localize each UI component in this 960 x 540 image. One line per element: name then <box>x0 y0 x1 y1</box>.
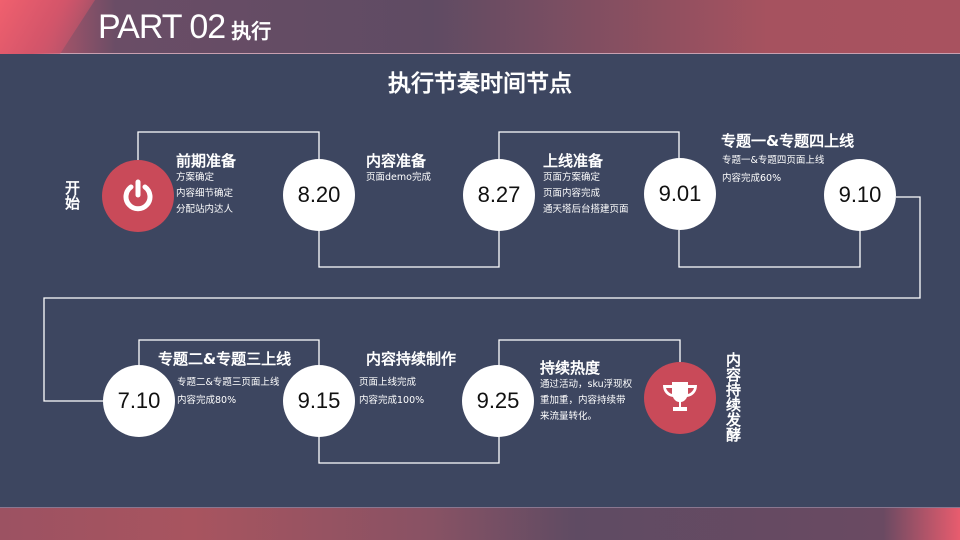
start-node <box>102 160 174 232</box>
trophy-icon <box>663 382 697 411</box>
milestone-title: 内容准备 <box>366 152 427 170</box>
detail-line: 来流量转化。 <box>540 411 598 422</box>
date-node: 9.25 <box>462 365 534 437</box>
detail-line: 重加重，内容持续带 <box>540 395 626 406</box>
connector <box>498 339 681 366</box>
milestone-title: 专题二&专题三上线 <box>158 350 292 368</box>
footer-banner <box>0 507 960 540</box>
end-node <box>644 362 716 434</box>
detail-line: 页面内容完成 <box>543 188 601 199</box>
date-node: 8.20 <box>283 159 355 231</box>
header-banner: PART 02 执行 <box>0 0 960 54</box>
section-title: 执行节奏时间节点 <box>388 71 572 97</box>
milestone-title: 前期准备 <box>176 152 237 170</box>
milestone-details: 通过活动，sku浮现权 重加重，内容持续带 来流量转化。 <box>540 377 632 425</box>
detail-line: 内容完成80% <box>177 395 237 406</box>
power-icon <box>123 179 153 212</box>
date-node: 9.01 <box>644 158 716 230</box>
milestone-details: 专题二&专题三页面上线 内容完成80% <box>177 374 279 410</box>
detail-line: 页面上线完成 <box>359 377 417 388</box>
milestone-title: 持续热度 <box>540 359 601 377</box>
title-zh: 执行 <box>231 21 272 43</box>
milestone-title: 专题一&专题四上线 <box>721 132 855 150</box>
connector <box>137 131 320 160</box>
date-node: 9.15 <box>283 365 355 437</box>
connector <box>678 230 861 268</box>
milestone-title: 上线准备 <box>543 152 604 170</box>
detail-line: 内容细节确定 <box>176 188 234 199</box>
title-text: PART 02 <box>98 8 226 46</box>
connector <box>498 131 680 160</box>
date-node: 7.10 <box>103 365 175 437</box>
milestone-details: 方案确定 内容细节确定 分配站内达人 <box>176 170 233 218</box>
detail-line: 内容完成60% <box>722 173 782 184</box>
detail-line: 专题一&专题四页面上线 <box>722 155 825 166</box>
milestone-title: 内容持续制作 <box>366 350 457 368</box>
detail-line: 内容完成100% <box>359 395 425 406</box>
page-title: PART 02 执行 <box>98 8 271 47</box>
milestone-details: 专题一&专题四页面上线 内容完成60% <box>722 152 824 188</box>
milestone-details: 页面上线完成 内容完成100% <box>359 374 424 410</box>
connector <box>318 436 500 464</box>
detail-line: 通天塔后台搭建页面 <box>543 204 629 215</box>
milestone-details: 页面方案确定 页面内容完成 通天塔后台搭建页面 <box>543 170 629 218</box>
date-node: 9.10 <box>824 159 896 231</box>
end-label: 内容持续发酵 <box>724 352 742 442</box>
detail-line: 页面方案确定 <box>543 172 601 183</box>
connector <box>318 230 500 268</box>
detail-line: 通过活动，sku浮现权 <box>540 379 633 390</box>
detail-line: 页面demo完成 <box>366 172 431 183</box>
start-label: 开始 <box>63 180 81 210</box>
connector <box>43 196 921 402</box>
detail-line: 分配站内达人 <box>176 204 234 215</box>
connector <box>138 339 320 366</box>
date-node: 8.27 <box>463 159 535 231</box>
detail-line: 专题二&专题三页面上线 <box>177 377 280 388</box>
detail-line: 方案确定 <box>176 172 215 183</box>
milestone-details: 页面demo完成 <box>366 170 431 186</box>
